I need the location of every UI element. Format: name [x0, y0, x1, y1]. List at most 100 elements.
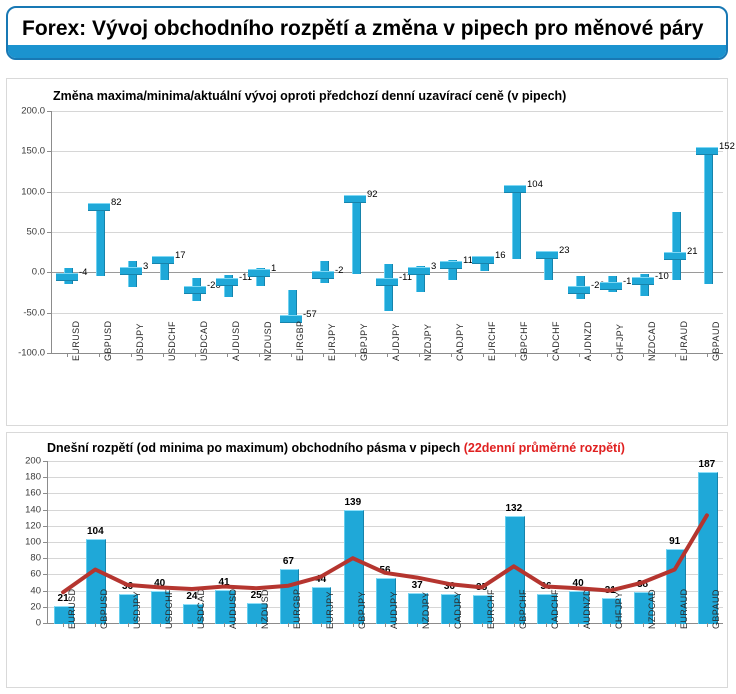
x-axis-label: AUDJPY [391, 323, 401, 361]
gridline [47, 477, 723, 479]
column-value-label: 24 [186, 590, 198, 602]
y-tick-mark [43, 606, 47, 608]
x-axis-label: EURAUD [679, 320, 689, 361]
y-tick-mark [47, 191, 51, 193]
x-axis-label: NZDJPY [423, 323, 433, 361]
hlc-close-tick [248, 268, 270, 277]
y-axis-line [51, 111, 52, 353]
hlc-close-tick [216, 278, 238, 287]
x-axis-label: GBPUSD [103, 320, 113, 361]
column-bar [311, 587, 332, 624]
column-value-label: 56 [379, 564, 391, 576]
column-value-label: 40 [572, 577, 584, 589]
x-axis-label: AUDUSD [231, 320, 241, 361]
gridline [47, 542, 723, 543]
column-bar [601, 597, 622, 624]
gridline [47, 574, 723, 576]
column-value-label: 21 [57, 593, 69, 604]
x-tick-mark [610, 623, 612, 627]
x-tick-mark [291, 353, 292, 357]
x-tick-mark [483, 353, 484, 357]
x-tick-mark [707, 353, 708, 357]
data-label: -2 [335, 264, 344, 276]
hlc-close-tick [472, 256, 494, 265]
data-label: -20 [591, 279, 605, 291]
data-label: 11 [463, 254, 473, 266]
hlc-close-tick [184, 285, 206, 294]
x-tick-mark [579, 353, 580, 357]
gridline [51, 151, 723, 153]
data-label: 16 [495, 250, 506, 262]
column-value-label: 91 [669, 536, 681, 548]
data-label: 82 [111, 197, 122, 209]
column-bar [247, 602, 268, 625]
y-axis-label: 180 [25, 471, 41, 483]
x-tick-mark [159, 623, 161, 627]
x-axis-label: GBPJPY [359, 323, 369, 361]
hlc-close-tick [440, 260, 462, 269]
column-bar [569, 590, 589, 624]
x-tick-mark [320, 623, 322, 627]
y-axis-line [47, 461, 48, 623]
x-tick-mark [99, 353, 100, 357]
y-tick-mark [43, 525, 47, 527]
x-tick-mark [578, 623, 580, 627]
x-axis-label: EURUSD [71, 320, 81, 361]
y-tick-mark [43, 558, 47, 560]
x-axis-label: GBPAUD [711, 321, 721, 361]
x-tick-mark [385, 623, 386, 627]
hlc-close-tick [504, 185, 526, 194]
column-value-label: 38 [636, 579, 649, 591]
y-axis-label: 100 [25, 536, 41, 548]
x-tick-mark [352, 623, 354, 627]
hlc-range-bar [287, 290, 297, 319]
hlc-range-bar [543, 253, 553, 281]
range-chart-panel: Dnešní rozpětí (od minima po maximum) ob… [6, 432, 728, 688]
hlc-close-tick [696, 146, 718, 155]
y-axis-label: 150.0 [21, 145, 45, 157]
hlc-close-tick [344, 195, 366, 204]
x-tick-mark [224, 623, 225, 627]
column-value-label: 44 [315, 574, 327, 586]
y-tick-mark [47, 312, 51, 314]
y-tick-mark [43, 509, 47, 511]
x-tick-mark [546, 623, 547, 627]
column-value-label: 187 [698, 458, 716, 470]
y-axis-label: 60 [30, 568, 41, 580]
x-tick-mark [163, 353, 164, 357]
page-banner: Forex: Vývoj obchodního rozpětí a změna … [6, 6, 728, 60]
data-label: -57 [303, 309, 317, 321]
column-bar [118, 593, 139, 624]
range-chart-title-average: (22denní průměrné rozpětí) [463, 441, 625, 455]
data-label: -4 [79, 266, 88, 278]
x-tick-mark [256, 623, 258, 627]
x-axis-label: USDCHF [167, 321, 177, 361]
data-label: 1 [271, 262, 277, 274]
data-label: 21 [687, 246, 698, 258]
y-axis-label: 20 [30, 601, 41, 613]
column-bar [183, 603, 203, 624]
x-tick-mark [355, 353, 356, 357]
y-axis-label: 200.0 [21, 105, 45, 117]
y-tick-mark [47, 353, 51, 354]
hlc-close-tick [280, 315, 302, 324]
change-chart-title: Změna maxima/minima/aktuální vývoj oprot… [53, 89, 567, 103]
gridline [47, 525, 723, 527]
column-bar [215, 589, 235, 624]
column-value-label: 36 [443, 580, 455, 592]
gridline [51, 312, 723, 314]
y-axis-label: 0 [35, 617, 41, 629]
data-label: 3 [143, 260, 149, 272]
x-tick-mark [481, 623, 483, 627]
x-tick-mark [323, 353, 324, 357]
x-axis-label: USDJPY [135, 323, 145, 361]
gridline [47, 493, 723, 495]
data-label: -10 [655, 271, 669, 283]
column-bar [698, 471, 718, 624]
hlc-range-bar [415, 265, 425, 292]
column-bar [54, 606, 74, 624]
column-bar [86, 538, 107, 624]
x-tick-mark [288, 623, 290, 627]
x-tick-mark [127, 623, 129, 627]
gridline [51, 232, 723, 233]
